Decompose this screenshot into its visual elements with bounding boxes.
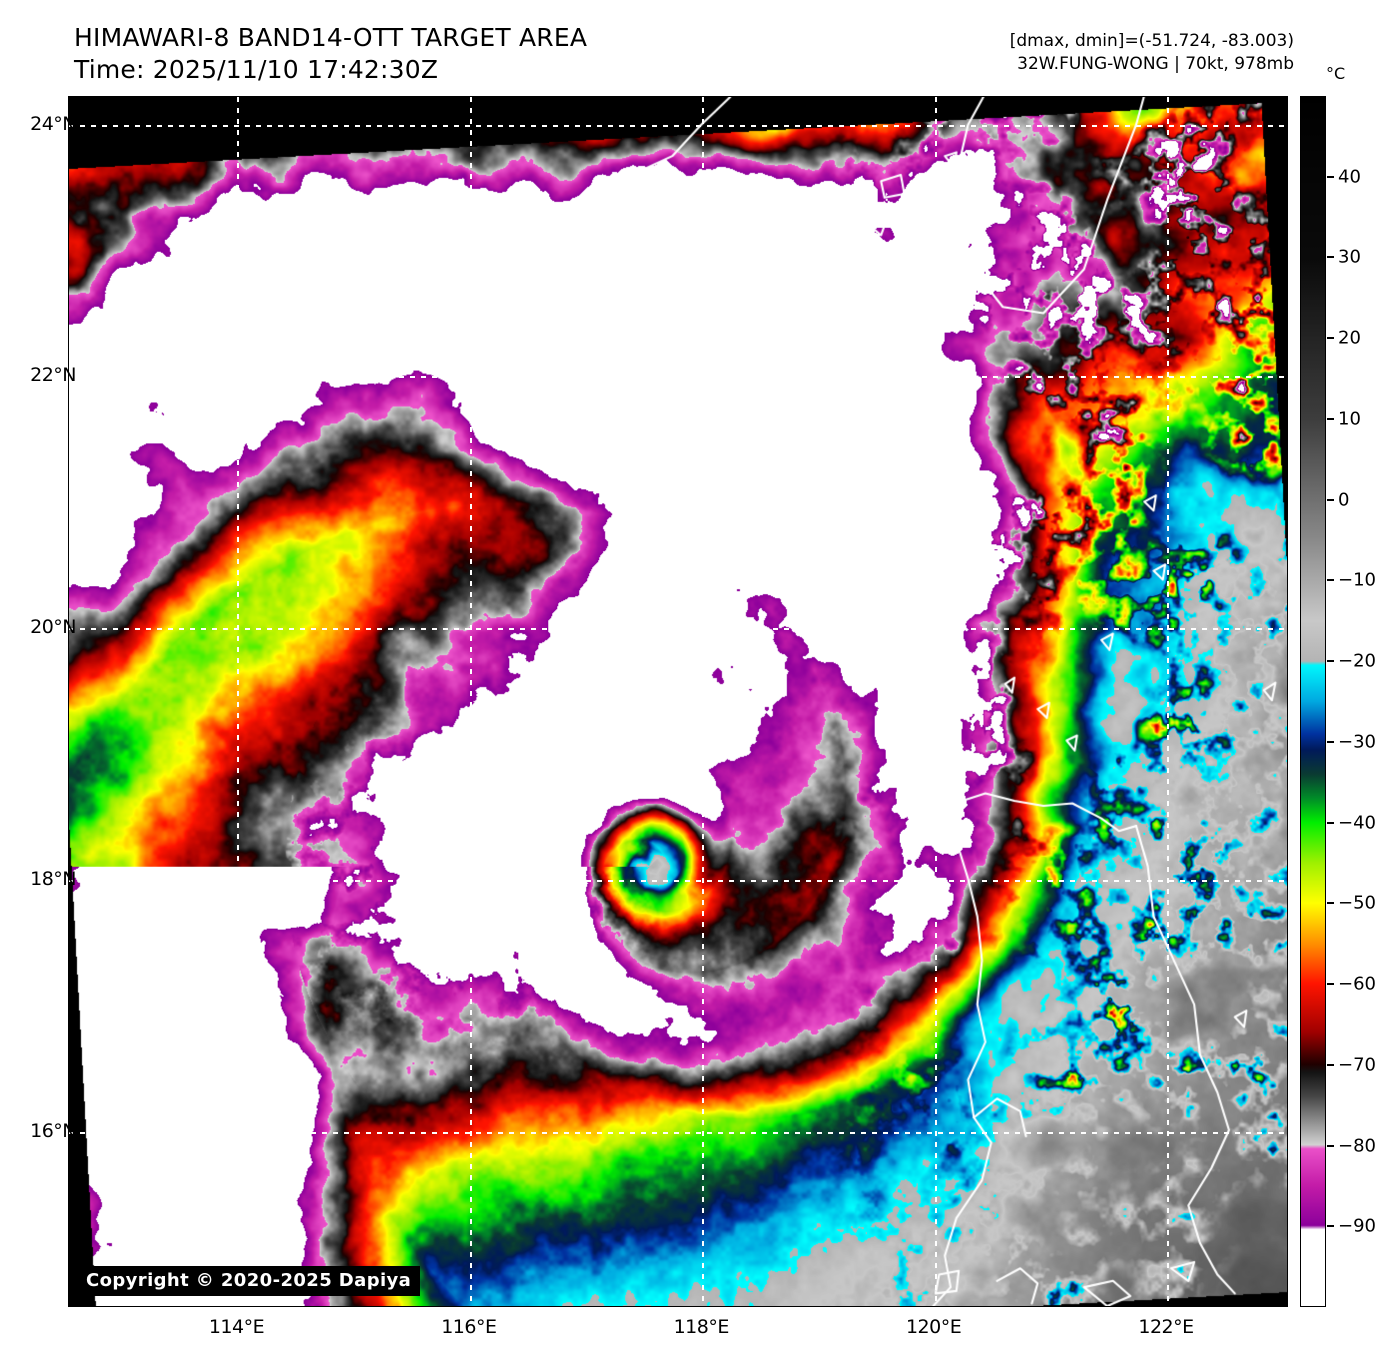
dminmax-label: [dmax, dmin]=(-51.724, -83.003) [1009, 31, 1294, 51]
colorbar-tick [1327, 902, 1334, 905]
colorbar-tick [1327, 417, 1334, 420]
latitude-tick-label: 22°N [30, 364, 76, 387]
colorbar-tick [1327, 1144, 1334, 1147]
colorbar[interactable] [1300, 96, 1326, 1307]
colorbar-tick-label: 30 [1338, 246, 1361, 268]
colorbar-tick [1327, 256, 1334, 259]
colorbar-tick [1327, 337, 1334, 340]
colorbar-tick-label: 40 [1338, 166, 1361, 188]
colorbar-tick-label: −80 [1338, 1135, 1376, 1157]
header-metadata: [dmax, dmin]=(-51.724, -83.003) 32W.FUNG… [1010, 30, 1294, 76]
colorbar-tick [1327, 983, 1334, 986]
colorbar-unit-label: °C [1326, 64, 1346, 83]
header-titles: HIMAWARI-8 BAND14-OTT TARGET AREA Time: … [74, 22, 774, 86]
colorbar-tick-label: −60 [1338, 973, 1376, 995]
colorbar-tick [1327, 821, 1334, 824]
longitude-tick-label: 122°E [1138, 1316, 1194, 1338]
storm-info-label: 32W.FUNG-WONG | 70kt, 978mb [1017, 54, 1294, 74]
satellite-ir-canvas [69, 97, 1287, 1306]
colorbar-tick-label: −30 [1338, 731, 1376, 753]
colorbar-tick [1327, 579, 1334, 582]
colorbar-gradient [1301, 97, 1325, 1306]
colorbar-tick-label: −90 [1338, 1215, 1376, 1237]
copyright-badge: Copyright © 2020-2025 Dapiya [77, 1266, 421, 1296]
colorbar-tick [1327, 1225, 1334, 1228]
latitude-tick-label: 24°N [30, 112, 76, 135]
longitude-tick-label: 118°E [673, 1316, 730, 1338]
latitude-tick-label: 16°N [30, 1119, 76, 1142]
colorbar-tick [1327, 1063, 1334, 1066]
colorbar-tick-label: −50 [1338, 892, 1376, 914]
page-title: HIMAWARI-8 BAND14-OTT TARGET AREA [74, 23, 588, 52]
longitude-tick-label: 120°E [905, 1316, 962, 1338]
longitude-tick-label: 116°E [441, 1316, 497, 1338]
latitude-tick-label: 18°N [30, 867, 76, 890]
colorbar-tick-label: −10 [1338, 569, 1376, 591]
colorbar-tick [1327, 660, 1334, 663]
colorbar-tick-label: 20 [1338, 327, 1361, 349]
colorbar-tick [1327, 498, 1334, 501]
colorbar-tick-label: 0 [1338, 489, 1350, 511]
latitude-tick-label: 20°N [30, 616, 76, 639]
satellite-image-panel[interactable]: Copyright © 2020-2025 Dapiya [68, 96, 1288, 1307]
colorbar-tick-label: 10 [1338, 408, 1361, 430]
colorbar-tick [1327, 740, 1334, 743]
colorbar-tick-label: −20 [1338, 650, 1376, 672]
colorbar-tick [1327, 175, 1334, 178]
longitude-tick-label: 114°E [208, 1316, 265, 1338]
timestamp-label: Time: 2025/11/10 17:42:30Z [74, 55, 439, 84]
colorbar-tick-label: −40 [1338, 812, 1376, 834]
colorbar-tick-label: −70 [1338, 1054, 1376, 1076]
